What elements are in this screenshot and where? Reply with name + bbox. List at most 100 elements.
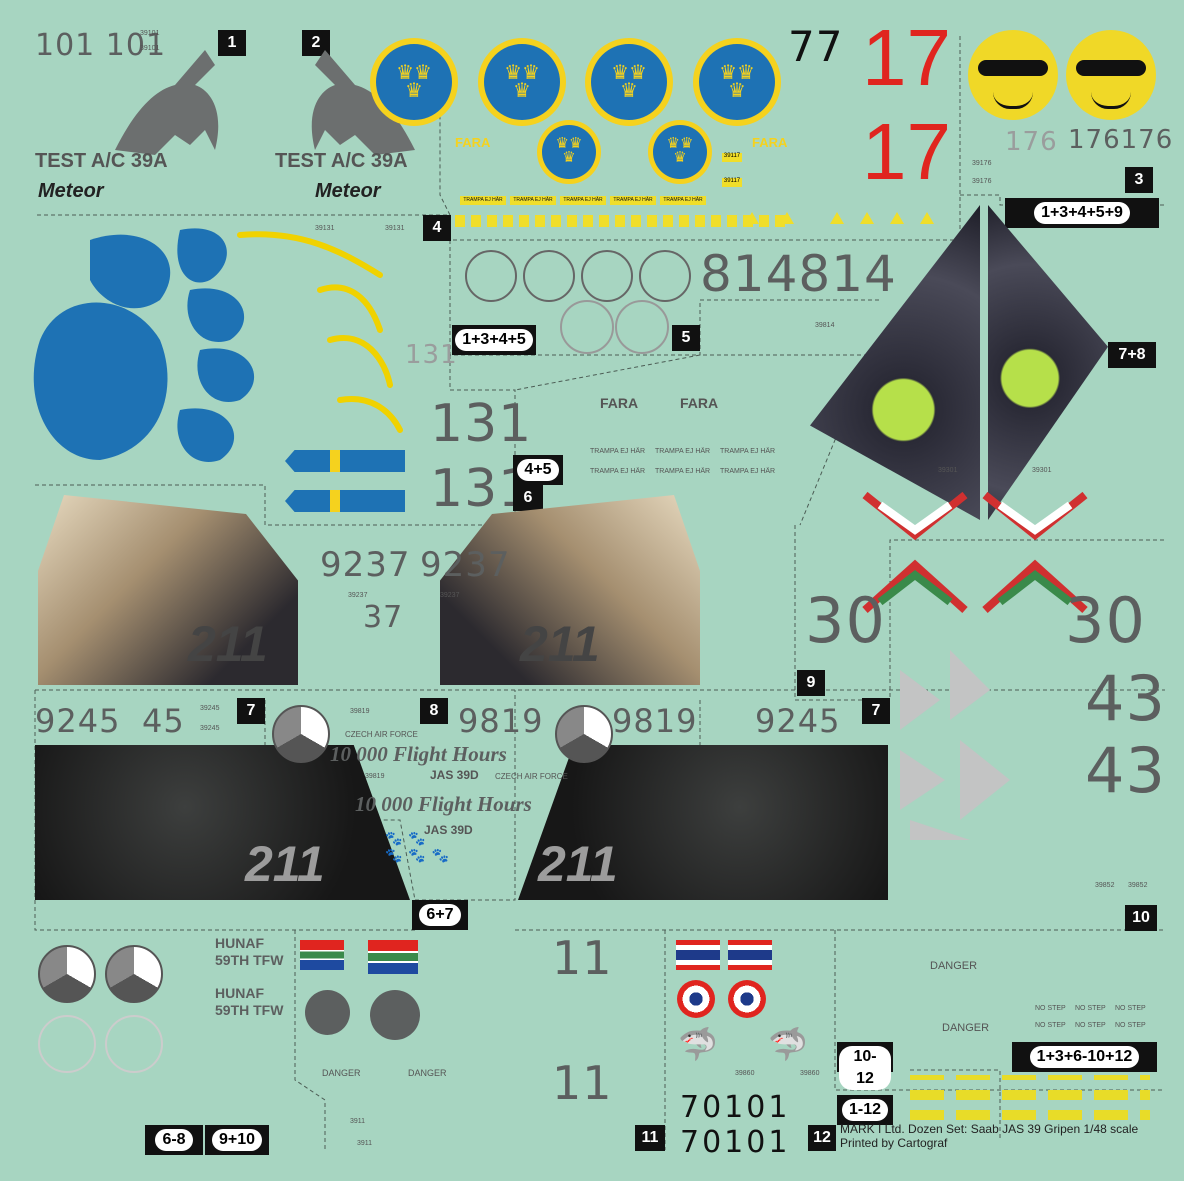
- number-176176: 176176: [1068, 125, 1174, 155]
- south-africa-flag-2: [368, 940, 418, 974]
- nostep-6: NO STEP: [1115, 1022, 1146, 1029]
- trampa-tag-1: TRAMPA EJ HÄR: [460, 196, 506, 205]
- badge-6-8: 6-8: [145, 1125, 203, 1155]
- sec1-serial-2: 39101: [140, 45, 160, 52]
- sweden-roundel-2: ♛♛ ♛: [478, 38, 566, 126]
- eagle-badge-2: [370, 990, 420, 1040]
- lowvis-roundel-2: [523, 250, 575, 302]
- sweden-roundel-6: ♛♛ ♛: [648, 120, 712, 184]
- serial-39131-a: 39131: [315, 225, 335, 232]
- number-43-a: 43: [1085, 662, 1166, 735]
- nostep-2: NO STEP: [1075, 1005, 1106, 1012]
- hunaf-a: HUNAF: [215, 935, 264, 951]
- sec1-serial: 39101: [140, 30, 160, 37]
- lowvis-roundel-1: [465, 250, 517, 302]
- czech-air-force-b: CZECH AIR FORCE: [495, 772, 568, 781]
- badge-6: 6: [513, 485, 543, 511]
- flight-hours-a: 10 000 Flight Hours: [330, 742, 507, 766]
- number-9237-b: 9237: [420, 545, 511, 585]
- tiger-tail-right: 211: [440, 495, 700, 685]
- serial-39814: 39814: [815, 322, 835, 329]
- fara-grey-a: FARA: [600, 395, 639, 411]
- badge-11: 11: [635, 1125, 665, 1151]
- czech-roundel-5: [38, 1015, 96, 1073]
- serial-39245-b: 39245: [200, 725, 220, 732]
- danger-11-b: DANGER: [408, 1068, 447, 1078]
- warning-triangle-3: [830, 212, 844, 224]
- warning-triangle-1: [745, 212, 759, 224]
- number-9819-a: 9819: [458, 702, 544, 740]
- trampa-tag-3: TRAMPA EJ HÄR: [560, 196, 606, 205]
- serial-39237-b: 39237: [440, 592, 460, 599]
- hungarian-chevrons: [862, 491, 1088, 613]
- south-africa-flag-1: [300, 940, 344, 970]
- badge-7-8: 7+8: [1108, 342, 1156, 368]
- serial-39860-b: 39860: [800, 1070, 820, 1077]
- eagle-badge-1: [305, 990, 350, 1035]
- badge-1-12: 1-12: [837, 1095, 893, 1125]
- number-11-a: 11: [552, 931, 613, 985]
- serial-39131-b: 39131: [385, 225, 405, 232]
- czech-air-force-a: CZECH AIR FORCE: [345, 730, 418, 739]
- nostep-3: NO STEP: [1115, 1005, 1146, 1012]
- yellow-stencil-row: [455, 215, 785, 227]
- trampa-grey-2: TRAMPA EJ HÄR: [655, 448, 711, 455]
- flight-hours-b: 10 000 Flight Hours: [355, 792, 532, 816]
- number-77: 77: [788, 22, 844, 71]
- badge-5: 5: [672, 325, 700, 351]
- jas-39d-a: JAS 39D: [430, 768, 479, 782]
- danger-label-b: DANGER: [942, 1022, 990, 1034]
- warning-triangle-5: [890, 212, 904, 224]
- badge-9: 9: [797, 670, 825, 696]
- serial-39852-b: 39852: [1128, 882, 1148, 889]
- czech-roundel-4: [105, 945, 163, 1003]
- warning-triangle-6: [920, 212, 934, 224]
- serial-39860-a: 39860: [735, 1070, 755, 1077]
- paw-prints-small: 🐾🐾 🐾🐾🐾: [385, 830, 456, 863]
- badge-6-7: 6+7: [412, 900, 468, 930]
- number-9245-b: 9245: [755, 702, 841, 740]
- grey-tiger-stripes: [900, 650, 1010, 840]
- sweden-fin-flag-2: [285, 490, 405, 512]
- test-ac-label-b: TEST A/C 39A: [275, 150, 408, 172]
- footer-line-2: Printed by Cartograf: [840, 1136, 948, 1150]
- lowvis-roundel-4: [639, 250, 691, 302]
- warning-triangle-4: [860, 212, 874, 224]
- fara-label-b: FARA: [752, 135, 788, 150]
- serial-39852-a: 39852: [1095, 882, 1115, 889]
- trampa-grey-4: TRAMPA EJ HÄR: [590, 468, 646, 475]
- sabertooth-tail-right: 211: [518, 745, 888, 900]
- trampa-tag-5: TRAMPA EJ HÄR: [660, 196, 706, 205]
- number-17-a: 17: [862, 13, 951, 102]
- tfw-a: 59TH TFW: [215, 952, 284, 968]
- badge-4-5: 4+5: [513, 455, 563, 485]
- thai-roundel-1: [677, 980, 715, 1018]
- lowvis-roundel-5: [560, 300, 614, 354]
- badge-7-b: 7: [862, 698, 890, 724]
- trampa-tag-2: TRAMPA EJ HÄR: [510, 196, 556, 205]
- footer-line-1: MARK I Ltd. Dozen Set: Saab JAS 39 Gripe…: [840, 1122, 1139, 1136]
- number-43-b: 43: [1085, 734, 1166, 807]
- badge-1-3-4-5: 1+3+4+5: [452, 325, 536, 355]
- sweden-roundel-5: ♛♛ ♛: [537, 120, 601, 184]
- trampa-grey-1: TRAMPA EJ HÄR: [590, 448, 646, 455]
- serial-39176-b: 39176: [972, 178, 992, 185]
- sabertooth-tail-left: 211: [35, 745, 410, 900]
- shark-emblem-2: 🦈: [768, 1026, 808, 1062]
- meteor-logo-b: Meteor: [315, 180, 381, 202]
- trampa-grey-3: TRAMPA EJ HÄR: [720, 448, 776, 455]
- number-30-b: 30: [1065, 584, 1146, 657]
- serial-3911-b: 3911: [357, 1140, 373, 1147]
- badge-1-3-4-5-9: 1+3+4+5+9: [1005, 198, 1159, 228]
- number-11-b: 11: [552, 1056, 613, 1110]
- shark-emblem-1: 🦈: [678, 1026, 718, 1062]
- number-131-light: 131: [405, 340, 458, 370]
- number-17-b: 17: [862, 107, 951, 196]
- smiley-face-2: [1066, 30, 1156, 120]
- thai-flag-2: [728, 940, 772, 970]
- czech-roundel-3: [38, 945, 96, 1003]
- badge-8: 8: [420, 698, 448, 724]
- serial-39301-a: 39301: [938, 467, 958, 474]
- serial-39237-a: 39237: [348, 592, 368, 599]
- number-70101-a: 70101: [680, 1090, 791, 1125]
